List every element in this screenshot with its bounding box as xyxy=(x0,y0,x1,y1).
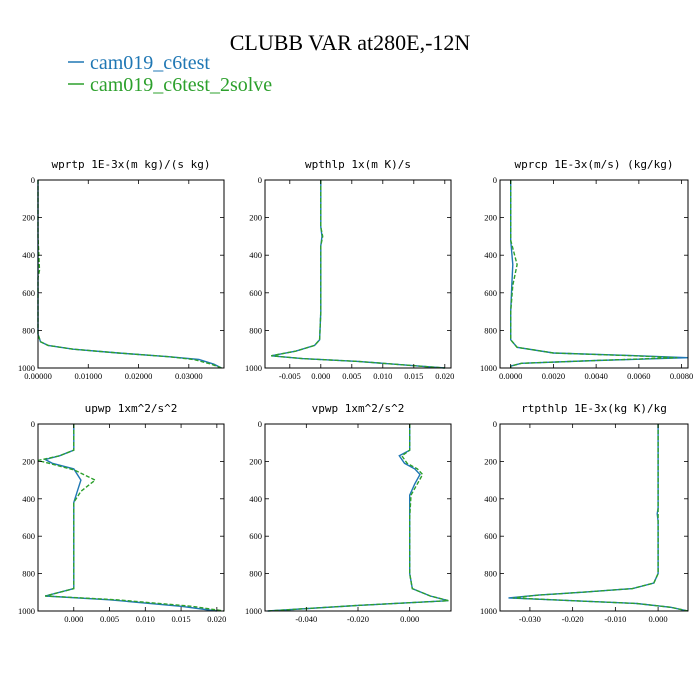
x-tick-label: 0.000 xyxy=(400,614,419,624)
y-tick-label: 800 xyxy=(484,569,497,579)
x-tick-label: 0.0040 xyxy=(584,371,607,381)
y-tick-label: 600 xyxy=(22,288,35,298)
x-tick-label: 0.020 xyxy=(207,614,226,624)
x-tick-label: -0.030 xyxy=(519,614,541,624)
x-tick-label: 0.015 xyxy=(404,371,423,381)
series-line-2 xyxy=(271,180,445,369)
panel-6: rtpthlp 1E-3x(kg K)/kg 0 200 400 600 800 1000 -… xyxy=(480,402,689,624)
y-tick-label: 800 xyxy=(249,325,262,335)
panel-title: vpwp 1xm^2/s^2 xyxy=(312,402,405,415)
series-line-1 xyxy=(37,180,222,369)
panels: wprtp 1E-3x(m kg)/(s kg) 0 200 400 600 800 100… xyxy=(18,158,693,624)
x-tick-label: -0.040 xyxy=(295,614,317,624)
y-tick-label: 400 xyxy=(484,250,497,260)
x-tick-label: 0.010 xyxy=(136,614,155,624)
panel-title: wprtp 1E-3x(m kg)/(s kg) xyxy=(52,158,211,171)
panel-4: upwp 1xm^2/s^2 0 200 400 600 800 1000 0.000 0.00… xyxy=(18,402,226,624)
panel-title: wpthlp 1x(m K)/s xyxy=(305,158,411,171)
x-tick-label: -0.020 xyxy=(347,614,369,624)
y-tick-label: 0 xyxy=(258,419,262,429)
y-tick-label: 600 xyxy=(484,531,497,541)
y-tick-label: 200 xyxy=(22,213,35,223)
y-tick-label: 0 xyxy=(31,419,35,429)
y-tick-label: 200 xyxy=(22,456,35,466)
y-tick-label: 200 xyxy=(249,213,262,223)
series-line-1 xyxy=(267,424,449,612)
legend-label-2: cam019_c6test_2solve xyxy=(90,74,272,96)
y-tick-label: 200 xyxy=(249,456,262,466)
series-line-1 xyxy=(43,424,217,612)
y-tick-label: 0 xyxy=(258,175,262,185)
panel-title: upwp 1xm^2/s^2 xyxy=(85,402,178,415)
x-tick-label: 0.03000 xyxy=(175,371,203,381)
series-line-2 xyxy=(510,180,678,368)
panel-5: vpwp 1xm^2/s^2 0 200 400 600 800 1000 -0.040 -0.… xyxy=(245,402,452,624)
panel-1: wprtp 1E-3x(m kg)/(s kg) 0 200 400 600 800 100… xyxy=(18,158,225,381)
x-tick-label: -0.010 xyxy=(604,614,626,624)
plot-frame xyxy=(37,179,225,369)
y-tick-label: 400 xyxy=(484,494,497,504)
y-tick-label: 1000 xyxy=(480,606,497,616)
y-tick-label: 400 xyxy=(22,250,35,260)
x-tick-label: 0.015 xyxy=(172,614,191,624)
plot-frame xyxy=(499,179,689,369)
panel-3: wprcp 1E-3x(m/s) (kg/kg) 0 200 400 600 800 100… xyxy=(480,158,693,381)
y-tick-label: 800 xyxy=(249,569,262,579)
figure-title: CLUBB VAR at280E,-12N xyxy=(230,30,471,55)
y-tick-label: 1000 xyxy=(480,363,497,373)
y-tick-label: 400 xyxy=(249,494,262,504)
legend-label-1: cam019_c6test xyxy=(90,52,210,74)
x-tick-label: 0.00000 xyxy=(24,371,52,381)
x-tick-label: 0.000 xyxy=(649,614,668,624)
y-tick-label: 1000 xyxy=(18,606,35,616)
legend: cam019_c6test cam019_c6test_2solve xyxy=(68,52,272,96)
x-tick-label: 0.005 xyxy=(100,614,119,624)
x-tick-label: 0.010 xyxy=(373,371,392,381)
y-tick-label: 0 xyxy=(493,175,497,185)
x-tick-label: 0.0060 xyxy=(627,371,650,381)
y-tick-label: 600 xyxy=(484,288,497,298)
series-line-2 xyxy=(37,424,225,612)
x-tick-label: -0.005 xyxy=(279,371,301,381)
y-tick-label: 0 xyxy=(31,175,35,185)
x-tick-label: 0.000 xyxy=(64,614,83,624)
y-tick-label: 800 xyxy=(484,325,497,335)
y-tick-label: 400 xyxy=(249,250,262,260)
panel-title: rtpthlp 1E-3x(kg K)/kg xyxy=(521,402,667,415)
x-tick-label: 0.005 xyxy=(342,371,361,381)
panel-2: wpthlp 1x(m K)/s 0 200 400 600 800 1000 -0.005 0… xyxy=(245,158,454,381)
y-tick-label: 1000 xyxy=(245,363,262,373)
series-line-2 xyxy=(37,180,222,369)
y-tick-label: 0 xyxy=(493,419,497,429)
x-tick-label: 0.0020 xyxy=(542,371,565,381)
series-line-2 xyxy=(512,424,689,612)
y-tick-label: 1000 xyxy=(245,606,262,616)
x-tick-label: 0.0000 xyxy=(499,371,522,381)
y-tick-label: 600 xyxy=(249,288,262,298)
y-tick-label: 1000 xyxy=(18,363,35,373)
x-tick-label: 0.000 xyxy=(311,371,330,381)
series-line-1 xyxy=(508,424,689,612)
plot-frame xyxy=(264,423,452,612)
y-tick-label: 400 xyxy=(22,494,35,504)
x-tick-label: -0.020 xyxy=(562,614,584,624)
x-tick-label: 0.020 xyxy=(435,371,454,381)
y-tick-label: 200 xyxy=(484,456,497,466)
series-line-1 xyxy=(271,180,445,369)
x-tick-label: 0.02000 xyxy=(125,371,153,381)
y-tick-label: 600 xyxy=(22,531,35,541)
y-tick-label: 800 xyxy=(22,569,35,579)
y-tick-label: 200 xyxy=(484,213,497,223)
x-tick-label: 0.0080 xyxy=(670,371,693,381)
plot-frame xyxy=(264,179,452,369)
y-tick-label: 600 xyxy=(249,531,262,541)
x-tick-label: 0.01000 xyxy=(74,371,102,381)
y-tick-label: 800 xyxy=(22,325,35,335)
series-line-1 xyxy=(510,180,689,368)
series-line-2 xyxy=(267,424,449,612)
panel-title: wprcp 1E-3x(m/s) (kg/kg) xyxy=(515,158,674,171)
plot-frame xyxy=(37,423,225,612)
plot-frame xyxy=(499,423,689,612)
